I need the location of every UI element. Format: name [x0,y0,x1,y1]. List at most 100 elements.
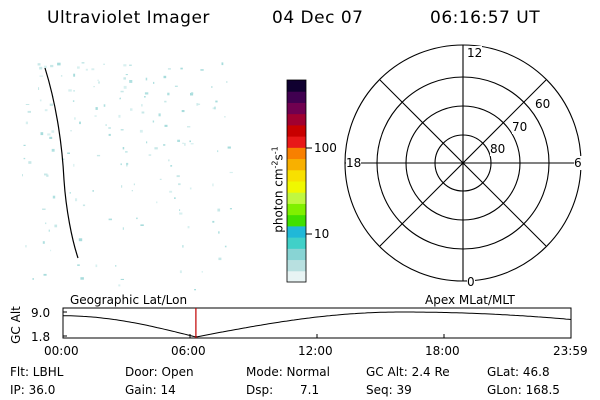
speckle [46,174,49,177]
speckle [229,208,232,210]
track-xtick-label-0: 00:00 [44,344,79,358]
speckle [179,209,181,211]
speckle [115,265,117,267]
speckle [226,81,228,83]
speckle [217,208,221,212]
colorbar-swatch [287,124,306,137]
colorbar-swatch [287,248,306,261]
speckle [176,175,180,178]
speckle [75,198,78,202]
colorbar-swatch [287,270,306,283]
speckle [201,271,203,273]
speckle [167,92,170,96]
info-glat: GLat: 46.8 [487,365,550,379]
speckle [120,278,124,280]
polar-label-12: 12 [467,46,483,60]
speckle [73,90,75,92]
speckle [52,195,56,199]
speckle [158,113,161,117]
speckle [139,129,143,133]
speckle [218,257,222,261]
colorbar-swatch [287,136,306,148]
track-frame [62,307,572,339]
track-xticks [62,334,572,338]
colorbar-swatch [287,169,306,182]
speckle [79,121,81,125]
speckle [23,144,26,146]
colorbar-swatch [287,80,306,92]
speckle [97,79,99,81]
track-left-title: Geographic Lat/Lon [70,293,188,307]
speckle [49,136,53,139]
speckle [103,104,106,107]
speckle [25,245,27,248]
speckle [163,75,167,79]
speckle [179,212,183,215]
polar-label-0: 0 [467,275,475,289]
speckle [70,130,72,132]
colorbar-swatch [287,192,306,204]
speckle [214,106,216,110]
speckle [39,75,43,77]
speckle [42,208,46,210]
speckle [129,80,133,83]
speckle [125,151,128,153]
speckle [217,150,219,153]
speckle [57,62,61,66]
speckle [32,278,34,280]
speckle [224,116,226,118]
colorbar-swatch [287,237,306,249]
speckle [156,201,158,204]
speckle [105,124,107,126]
speckle [67,152,70,154]
colorbar-swatch [287,214,306,227]
speckle [81,62,85,64]
colorbar-swatch [287,225,306,238]
speckle [212,183,214,187]
colorbar-swatch [287,91,306,103]
speckle [182,245,184,248]
info-glon: GLon: 168.5 [487,383,560,397]
speckle [168,159,170,162]
colorbar-swatch [287,102,306,115]
date-label: 04 Dec 07 [272,8,364,28]
speckle [25,104,30,105]
colorbar-tick-label-10: 10 [314,227,330,241]
altitude-curve [63,311,572,338]
speckle [218,231,220,234]
speckle [131,190,133,192]
track-ymax-label: 9.0 [31,306,51,320]
speckle [37,63,41,66]
speckle [167,68,171,70]
speckle [108,218,112,221]
speckle [43,65,47,69]
speckle [49,103,53,106]
speckle [221,62,224,66]
colorbar-swatch [287,147,306,160]
speckle [177,139,180,142]
speckle [22,174,23,177]
speckle [120,90,124,93]
speckle [38,87,40,90]
speckle [184,142,186,146]
info-door: Door: Open [125,365,194,379]
speckle [23,157,26,160]
speckle [180,67,183,70]
speckle [78,238,83,242]
speckle [28,161,32,164]
speckle [159,178,162,180]
speckle [73,73,76,77]
speckle [44,173,48,176]
speckle [108,127,111,129]
speckle [122,227,124,230]
polar-axis-diagonal-2 [379,79,547,247]
speckle [154,147,158,150]
speckle [73,163,75,167]
speckle [120,129,124,131]
polar-ring-label-60: 60 [535,97,551,111]
speckle [96,154,101,157]
speckle [187,126,191,128]
info-seq: Seq: 39 [366,383,412,397]
speckle [174,197,176,199]
speckle [212,107,216,110]
